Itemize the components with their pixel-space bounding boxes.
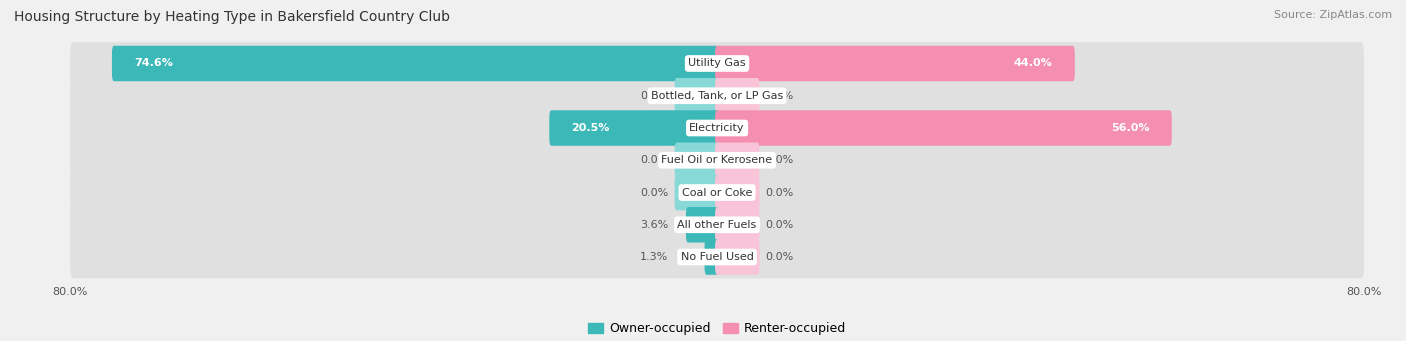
- Text: 0.0%: 0.0%: [765, 220, 794, 230]
- FancyBboxPatch shape: [70, 204, 1364, 246]
- FancyBboxPatch shape: [70, 139, 1364, 181]
- Text: 56.0%: 56.0%: [1111, 123, 1150, 133]
- Text: 44.0%: 44.0%: [1014, 59, 1053, 69]
- FancyBboxPatch shape: [686, 207, 718, 242]
- FancyBboxPatch shape: [70, 171, 1364, 214]
- Text: 0.0%: 0.0%: [765, 252, 794, 262]
- Text: Housing Structure by Heating Type in Bakersfield Country Club: Housing Structure by Heating Type in Bak…: [14, 10, 450, 24]
- FancyBboxPatch shape: [716, 143, 759, 178]
- FancyBboxPatch shape: [675, 143, 718, 178]
- Text: 1.3%: 1.3%: [640, 252, 668, 262]
- Text: Fuel Oil or Kerosene: Fuel Oil or Kerosene: [661, 155, 773, 165]
- FancyBboxPatch shape: [716, 239, 759, 275]
- FancyBboxPatch shape: [70, 107, 1364, 149]
- Text: 0.0%: 0.0%: [765, 188, 794, 197]
- Text: 0.0%: 0.0%: [640, 155, 668, 165]
- Text: Source: ZipAtlas.com: Source: ZipAtlas.com: [1274, 10, 1392, 20]
- FancyBboxPatch shape: [716, 175, 759, 210]
- FancyBboxPatch shape: [550, 110, 718, 146]
- FancyBboxPatch shape: [70, 74, 1364, 117]
- FancyBboxPatch shape: [112, 46, 718, 81]
- Text: 0.0%: 0.0%: [765, 91, 794, 101]
- Text: Utility Gas: Utility Gas: [689, 59, 745, 69]
- Text: 3.6%: 3.6%: [640, 220, 668, 230]
- FancyBboxPatch shape: [675, 78, 718, 114]
- Text: 20.5%: 20.5%: [571, 123, 610, 133]
- FancyBboxPatch shape: [675, 175, 718, 210]
- Text: Bottled, Tank, or LP Gas: Bottled, Tank, or LP Gas: [651, 91, 783, 101]
- Text: 74.6%: 74.6%: [134, 59, 173, 69]
- Text: All other Fuels: All other Fuels: [678, 220, 756, 230]
- FancyBboxPatch shape: [704, 239, 718, 275]
- Text: Electricity: Electricity: [689, 123, 745, 133]
- FancyBboxPatch shape: [716, 207, 759, 242]
- Text: 0.0%: 0.0%: [765, 155, 794, 165]
- FancyBboxPatch shape: [716, 46, 1074, 81]
- Text: 0.0%: 0.0%: [640, 188, 668, 197]
- Legend: Owner-occupied, Renter-occupied: Owner-occupied, Renter-occupied: [582, 317, 852, 340]
- FancyBboxPatch shape: [716, 78, 759, 114]
- Text: Coal or Coke: Coal or Coke: [682, 188, 752, 197]
- FancyBboxPatch shape: [716, 110, 1171, 146]
- FancyBboxPatch shape: [70, 236, 1364, 278]
- Text: No Fuel Used: No Fuel Used: [681, 252, 754, 262]
- Text: 0.0%: 0.0%: [640, 91, 668, 101]
- FancyBboxPatch shape: [70, 42, 1364, 85]
